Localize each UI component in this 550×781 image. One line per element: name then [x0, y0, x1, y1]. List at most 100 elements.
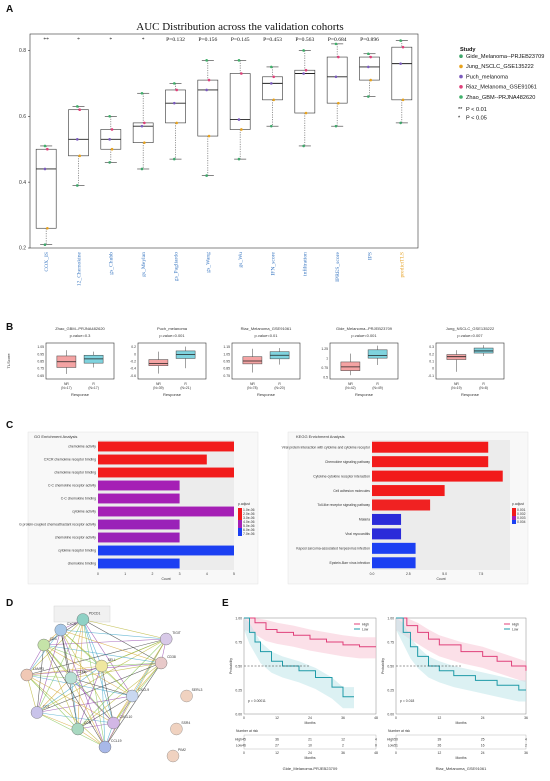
panel-a-point-predictTLS	[401, 45, 405, 49]
network-edge	[36, 695, 133, 713]
panel-a-point-gs_Wu	[237, 157, 241, 161]
kegg-bar	[372, 513, 402, 525]
panel-letter-e: E	[222, 598, 229, 609]
network-node	[37, 638, 50, 652]
go-category-label: cytokine activity	[72, 510, 96, 514]
go-legend-tick: 3.0e-06	[243, 516, 255, 520]
panel-a-point-IFN_score	[272, 75, 276, 79]
panel-b-ytick: 0.75	[37, 367, 44, 371]
panel-a-point-12_Chemokine	[76, 138, 79, 141]
panel-a-sig-label: P < 0.05	[466, 116, 487, 122]
km-risk-value: 46	[242, 744, 246, 748]
panel-b-box-nr	[148, 359, 169, 366]
network-edge	[43, 644, 162, 664]
kegg-legend-swatch	[512, 520, 516, 524]
kegg-category-label: Malaria	[359, 518, 370, 522]
km-risk-xtick: 48	[374, 751, 378, 755]
panel-b-ytick: 1	[326, 357, 328, 361]
network-edge	[60, 629, 102, 667]
network-edge	[70, 677, 114, 724]
network-edge	[26, 674, 79, 730]
panel-a-point-gs_Pagliardo	[175, 88, 178, 92]
km-risk-xtick: 36	[341, 751, 345, 755]
panel-b-xlabel: Response	[163, 392, 182, 397]
network-node	[76, 613, 90, 626]
panel-a-title: AUC Distribution across the validation c…	[136, 21, 343, 33]
panel-b-group-label: NR	[64, 382, 69, 386]
panel-a-point-IPS	[367, 52, 370, 56]
network-edge	[43, 644, 79, 730]
km-risk-value: 27	[275, 744, 279, 748]
network-edge	[70, 662, 162, 679]
km-xtick: 12	[275, 716, 279, 720]
km-risk-frame	[243, 734, 377, 750]
go-xtick: 2	[151, 572, 153, 576]
go-legend-tick: 2.0e-06	[243, 512, 255, 516]
panel-a-pvalue-IPRES_score: P=0.684	[328, 37, 347, 43]
go-bar	[98, 493, 180, 504]
network-edge	[26, 629, 62, 676]
panel-b-box-nr	[340, 361, 361, 371]
panel-a-pvalue-gs_Chubb: *	[109, 37, 112, 43]
panel-b-group-label: NR	[250, 382, 255, 386]
panel-a-point-12_Chemokine	[78, 154, 81, 158]
panel-b-ytick: 0.1	[429, 360, 434, 364]
km-risk-value: 39	[437, 738, 441, 742]
panel-b-group-n: (N=20)	[274, 386, 284, 390]
panel-a-category-label: IPS	[367, 252, 373, 260]
network-node	[54, 623, 67, 637]
network-node-label: LAMP3	[33, 667, 44, 671]
panel-a-category-label: gs_Chubb	[109, 252, 115, 275]
kegg-category-label: Chemokine signaling pathway	[325, 460, 370, 464]
kegg-legend-tick: 0.004	[517, 520, 526, 524]
panel-b-box-r	[367, 349, 388, 359]
network-node-label: GZMK	[77, 670, 88, 674]
panel-a-point-predictTLS	[399, 62, 402, 65]
panel-a-category-label: IPRES_score	[335, 251, 341, 281]
panel-a-point-gs_Wu	[240, 72, 243, 75]
panel-a-point-IFN_score	[272, 98, 276, 102]
go-xlabel: Count	[161, 577, 170, 581]
network-edge	[77, 665, 102, 730]
panel-a-plot-frame	[29, 33, 419, 249]
panel-a-point-gs_Chubb	[110, 147, 114, 151]
panel-a-category-label: gs_Wang	[206, 252, 212, 273]
panel-b-ylabel: TLScore	[6, 353, 11, 369]
km-xtick: 0	[243, 716, 245, 720]
panel-a-point-12_Chemokine	[76, 105, 79, 108]
kegg-bar	[372, 542, 416, 554]
panel-a-box-gs_Pagliardo	[165, 89, 186, 124]
panel-a-point-IPRES_score	[337, 101, 340, 105]
network-edge	[43, 644, 72, 679]
panel-a-point-IPRES_score	[334, 42, 338, 46]
panel-a-legend-label: Zhao_GBM--PRJNA482620	[466, 95, 535, 101]
kegg-legend-title: p.adjust	[512, 502, 524, 506]
km-ytick: 0.25	[235, 688, 242, 692]
go-legend-swatch	[238, 520, 242, 524]
panel-b-ytick: 0.65	[37, 374, 44, 378]
kegg-xtick: 2.5	[406, 572, 411, 576]
go-legend-tick: 4.0e-06	[243, 520, 255, 524]
network-edge	[36, 644, 45, 713]
network-node	[154, 656, 168, 670]
panel-a-point-gs_Wang	[207, 134, 211, 138]
panel-a-point-COX_IS	[43, 243, 47, 247]
panel-a-point-gs_Chubb	[108, 115, 111, 118]
go-category-label: chemokine receptor activity	[55, 536, 96, 540]
kegg-bar	[372, 499, 431, 511]
go-legend-title: p.adjust	[238, 502, 250, 506]
panel-a-category-label: IFN_score	[270, 251, 276, 275]
panel-b-box-nr	[242, 356, 263, 365]
panel-a-pvalue-gs_Wu: P=0.145	[231, 37, 250, 43]
km-xtick: 36	[341, 716, 345, 720]
network-isolated-node	[170, 722, 183, 736]
network-node-label: PIM2	[178, 748, 186, 752]
network-edge	[36, 712, 114, 724]
kegg-category-label: Cytokine-cytokine receptor interaction	[313, 474, 370, 478]
panel-a-ytick-label: 0.6	[19, 114, 26, 120]
km-risk-value: 10	[308, 744, 312, 748]
network-node	[98, 740, 112, 754]
panel-b-subplot-title: Gide_Melanoma--PRJEB23709	[336, 326, 393, 331]
network-edge	[36, 712, 78, 730]
panel-a-point-IPS	[367, 65, 370, 69]
